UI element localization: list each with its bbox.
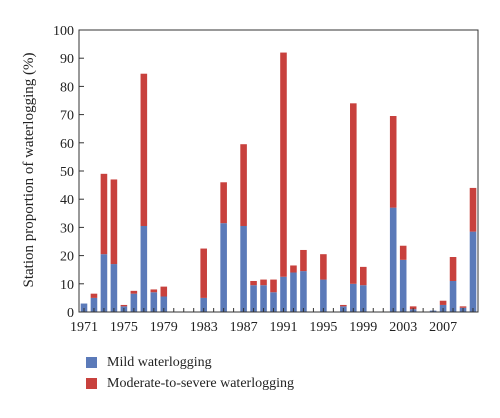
x-tick-label-2007: 2007 [429, 320, 457, 335]
y-tick-label-20: 20 [60, 250, 74, 265]
bar-mild-1993 [300, 271, 307, 312]
bar-moderate-severe-1972 [90, 293, 98, 298]
x-tick-label-1987: 1987 [230, 320, 258, 335]
y-tick-label-40: 40 [60, 193, 74, 208]
axes-group: 0 10 20 30 40 50 60 70 80 90 100 1971 1975 1979 1983 19… [53, 24, 479, 335]
bar-mild-1974 [110, 264, 118, 312]
bar-mild-1988 [250, 285, 257, 312]
legend-swatch-mild [86, 357, 97, 368]
y-tick-label-70: 70 [60, 109, 74, 124]
bar-mild-1998 [350, 283, 357, 312]
x-tick-label-1979: 1979 [150, 320, 178, 335]
legend-label-moderate-severe: Moderate-to-severe waterlogging [107, 375, 294, 391]
bar-moderate-severe-2007 [439, 300, 447, 305]
x-tick-label-2003: 2003 [389, 320, 417, 335]
bar-moderate-severe-2003 [399, 245, 407, 260]
bar-mild-1999 [360, 285, 367, 312]
bar-moderate-severe-2009 [459, 306, 467, 308]
bar-moderate-severe-1977 [140, 73, 148, 226]
bar-mild-1987 [240, 225, 247, 312]
bars-group [80, 52, 477, 312]
bar-mild-1995 [320, 279, 327, 312]
bar-mild-1989 [260, 285, 267, 312]
legend-swatch-moderate-severe [86, 378, 97, 389]
bar-mild-1977 [140, 225, 148, 312]
bar-mild-1991 [280, 276, 287, 312]
x-tick-label-1975: 1975 [110, 320, 138, 335]
y-tick-label-50: 50 [60, 165, 74, 180]
bar-moderate-severe-1989 [260, 279, 267, 286]
bar-moderate-severe-1987 [240, 144, 247, 226]
x-tick-label-1971: 1971 [70, 320, 98, 335]
bar-moderate-severe-2008 [449, 257, 457, 281]
bar-mild-1976 [130, 293, 138, 312]
bar-moderate-severe-1973 [100, 173, 108, 255]
bar-moderate-severe-1975 [120, 304, 128, 307]
bar-moderate-severe-1974 [110, 179, 118, 265]
bar-moderate-severe-1999 [360, 266, 367, 286]
x-tick-label-1983: 1983 [190, 320, 218, 335]
y-axis-title: Station proportion of waterlogging (%) [21, 53, 37, 288]
bar-moderate-severe-1978 [150, 289, 158, 293]
bar-mild-2008 [449, 280, 457, 312]
bar-moderate-severe-1995 [320, 254, 327, 280]
bar-mild-1985 [220, 223, 227, 312]
bar-mild-1971 [80, 303, 88, 312]
bar-moderate-severe-1992 [290, 265, 297, 273]
legend-item-moderate-severe: Moderate-to-severe waterlogging [86, 373, 294, 394]
x-tick-label-1995: 1995 [309, 320, 337, 335]
bar-moderate-severe-1998 [350, 103, 357, 284]
x-tick-label-1999: 1999 [349, 320, 377, 335]
bar-moderate-severe-1988 [250, 280, 257, 286]
legend-label-mild: Mild waterlogging [107, 354, 212, 370]
bar-mild-2003 [399, 259, 407, 312]
bar-mild-1979 [160, 296, 168, 312]
bar-moderate-severe-1990 [270, 279, 277, 293]
bar-moderate-severe-1979 [160, 286, 168, 297]
plot-frame [78, 29, 479, 313]
y-tick-label-60: 60 [60, 137, 74, 152]
bar-moderate-severe-1993 [300, 249, 307, 272]
bar-moderate-severe-2004 [409, 306, 417, 310]
bar-mild-1973 [100, 254, 108, 312]
y-tick-label-10: 10 [60, 278, 74, 293]
legend-item-mild: Mild waterlogging [86, 352, 294, 373]
bar-mild-1978 [150, 292, 158, 312]
bar-moderate-severe-2002 [389, 116, 397, 208]
bar-moderate-severe-1983 [200, 248, 207, 298]
bar-mild-2010 [469, 231, 477, 312]
bar-mild-1972 [90, 297, 98, 312]
bar-moderate-severe-2010 [469, 187, 477, 232]
bar-mild-1983 [200, 297, 207, 312]
x-tick-label-1991: 1991 [269, 320, 297, 335]
legend: Mild waterlogging Moderate-to-severe wat… [86, 352, 294, 394]
bar-moderate-severe-1985 [220, 182, 227, 224]
bar-moderate-severe-1997 [340, 304, 347, 307]
bar-mild-2002 [389, 207, 397, 312]
y-tick-label-80: 80 [60, 80, 74, 95]
y-tick-label-90: 90 [60, 52, 74, 67]
bar-moderate-severe-1976 [130, 290, 138, 294]
bar-mild-1992 [290, 272, 297, 312]
y-tick-label-30: 30 [60, 221, 74, 236]
y-tick-label-0: 0 [67, 306, 74, 321]
bar-mild-1990 [270, 292, 277, 312]
y-tick-label-100: 100 [53, 24, 74, 39]
bar-moderate-severe-1991 [280, 52, 287, 277]
